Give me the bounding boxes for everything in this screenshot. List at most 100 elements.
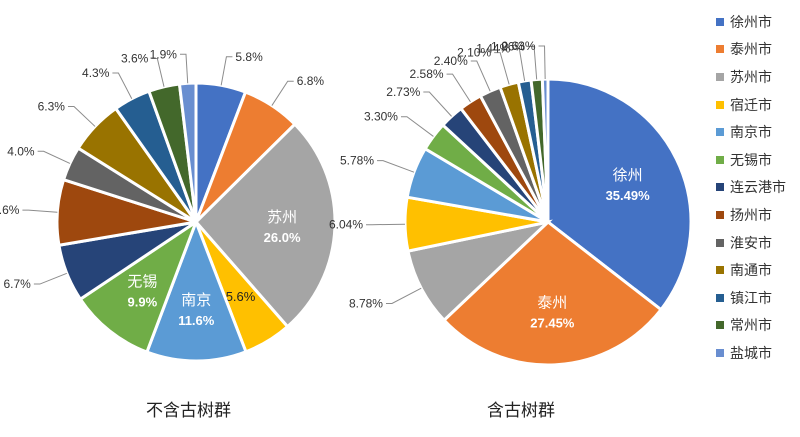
left-slice-value-6: 6.7% — [4, 277, 32, 291]
legend-label: 连云港市 — [730, 179, 786, 196]
right-slice-name-0: 徐州 — [613, 167, 643, 184]
right-slice-value-2: 8.78% — [349, 296, 383, 310]
right-leader-line-9 — [494, 52, 510, 85]
legend-swatch — [716, 238, 724, 247]
legend-label: 淮安市 — [730, 234, 772, 251]
left-slice-name-5: 无锡 — [127, 273, 157, 290]
chart-legend: 徐州市泰州市苏州市宿迁市南京市无锡市连云港市扬州市淮安市南通市镇江市常州市盐城市 — [716, 8, 800, 367]
left-leader-line-9 — [67, 106, 96, 127]
left-pie: 5.8% 6.8% 苏州 26.0% 5.6% 南京 11.6% 无锡 9.9% 6.7% 7.6%… — [0, 47, 337, 363]
left-pie-slice-2 — [193, 122, 337, 329]
right-leader-line-7 — [446, 73, 471, 103]
right-leader-line-2 — [385, 287, 422, 304]
legend-swatch — [716, 348, 724, 357]
legend-label: 常州市 — [730, 317, 772, 334]
legend-item: 淮安市 — [716, 229, 800, 257]
legend-label: 宿迁市 — [730, 96, 772, 113]
legend-item: 镇江市 — [716, 284, 800, 312]
legend-swatch — [716, 128, 724, 137]
legend-item: 徐州市 — [716, 8, 800, 36]
legend-label: 苏州市 — [730, 68, 772, 85]
right-slice-name-1: 泰州 — [537, 295, 567, 312]
left-slice-value-1: 6.8% — [297, 74, 325, 88]
left-slice-value-4: 11.6% — [178, 313, 215, 328]
right-pie-slice-1 — [441, 220, 664, 367]
left-leader-line-0 — [220, 56, 233, 86]
right-slice-value-3: 6.04% — [329, 218, 363, 232]
left-slice-value-11: 3.6% — [121, 52, 149, 66]
legend-label: 无锡市 — [730, 151, 772, 168]
left-slice-name-2: 苏州 — [267, 209, 297, 226]
right-pie-slice-12 — [540, 77, 550, 223]
left-slice-value-9: 6.3% — [38, 100, 66, 114]
left-leader-line-1 — [271, 80, 294, 106]
right-slice-value-6: 2.73% — [386, 85, 420, 99]
legend-swatch — [716, 45, 724, 54]
left-slice-value-8: 4.0% — [7, 144, 35, 158]
left-leader-line-10 — [112, 72, 133, 99]
right-slice-value-11: 1.26% — [491, 40, 525, 54]
right-slice-value-1: 27.45% — [530, 316, 575, 331]
legend-item: 南京市 — [716, 118, 800, 146]
legend-item: 泰州市 — [716, 36, 800, 64]
legend-swatch — [716, 266, 724, 275]
right-leader-line-10 — [513, 47, 526, 82]
legend-item: 扬州市 — [716, 201, 800, 229]
right-leader-line-6 — [423, 91, 452, 117]
legend-item: 苏州市 — [716, 63, 800, 91]
legend-label: 扬州市 — [730, 206, 772, 223]
left-slice-value-5: 9.9% — [128, 294, 158, 309]
left-leader-line-12 — [179, 53, 189, 84]
left-leader-line-6 — [33, 272, 68, 285]
legend-swatch — [716, 321, 724, 330]
left-leader-line-7 — [22, 209, 58, 213]
left-slice-value-7: 7.6% — [0, 203, 20, 217]
left-slice-value-2: 26.0% — [264, 230, 301, 245]
legend-label: 南通市 — [730, 262, 772, 279]
legend-swatch — [716, 72, 724, 81]
right-leader-line-4 — [377, 160, 415, 173]
right-slice-value-10: 1.44% — [476, 41, 510, 55]
legend-swatch — [716, 100, 724, 109]
right-leader-line-12 — [538, 45, 546, 80]
legend-swatch — [716, 183, 724, 192]
legend-item: 常州市 — [716, 312, 800, 340]
left-slice-name-4: 南京 — [181, 292, 211, 309]
right-slice-value-9: 2.10% — [457, 46, 491, 60]
legend-item: 南通市 — [716, 256, 800, 284]
legend-label: 镇江市 — [730, 289, 772, 306]
left-leader-line-11 — [151, 58, 165, 87]
legend-swatch — [716, 17, 724, 26]
right-pie-slice-0 — [546, 77, 693, 312]
right-pie-caption: 含古树群 — [487, 401, 555, 420]
left-slice-value-0: 5.8% — [235, 50, 263, 64]
legend-item: 连云港市 — [716, 174, 800, 202]
legend-swatch — [716, 293, 724, 302]
legend-label: 泰州市 — [730, 41, 772, 58]
legend-label: 徐州市 — [730, 13, 772, 30]
left-pie-slice-4 — [144, 217, 248, 363]
right-slice-value-7: 2.58% — [410, 67, 444, 81]
left-slice-value-12: 1.9% — [150, 47, 178, 61]
left-leader-line-8 — [37, 150, 71, 164]
right-pie: 徐州 35.49% 泰州 27.45% 8.78% 6.04% 5.78% 3.30% 2.73… — [329, 39, 693, 367]
legend-swatch — [716, 155, 724, 164]
right-slice-value-5: 3.30% — [364, 110, 398, 124]
legend-swatch — [716, 210, 724, 219]
legend-item: 盐城市 — [716, 339, 800, 367]
left-slice-value-10: 4.3% — [82, 66, 110, 80]
right-leader-line-3 — [366, 223, 406, 226]
legend-label: 盐城市 — [730, 344, 772, 361]
left-pie-slice-5 — [78, 218, 200, 354]
right-slice-value-8: 2.40% — [434, 54, 468, 68]
legend-label: 南京市 — [730, 124, 772, 141]
left-pie-caption: 不含古树群 — [146, 401, 231, 420]
right-slice-value-0: 35.49% — [606, 188, 651, 203]
left-slice-value-3: 5.6% — [226, 289, 256, 304]
right-slice-value-12: 0.63% — [501, 39, 535, 53]
right-slice-value-4: 5.78% — [340, 154, 374, 168]
legend-item: 宿迁市 — [716, 91, 800, 119]
legend-item: 无锡市 — [716, 146, 800, 174]
